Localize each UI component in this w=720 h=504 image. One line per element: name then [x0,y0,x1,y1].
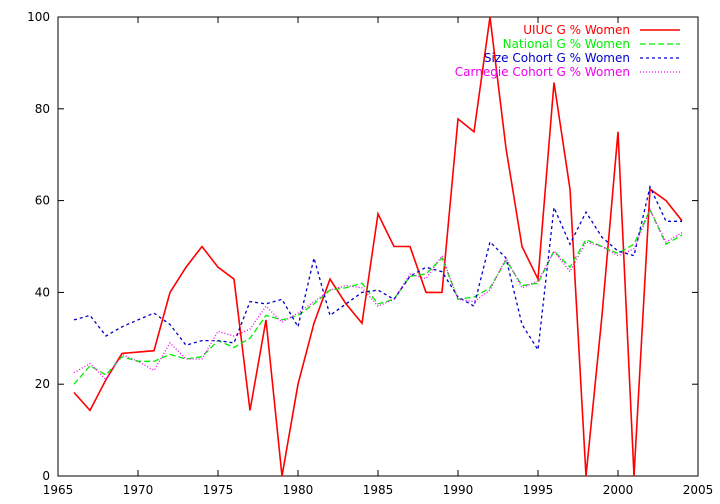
y-tick-label: 100 [27,10,50,24]
x-tick-label: 1965 [43,483,74,497]
x-tick-label: 1995 [523,483,554,497]
series-line-2 [73,208,683,385]
y-tick-label: 20 [35,377,50,391]
legend-label: Size Cohort G % Women [484,51,630,65]
x-tick-label: 1980 [283,483,314,497]
y-tick-label: 0 [42,469,50,483]
x-tick-label: 1970 [123,483,154,497]
series-line-1 [73,16,683,477]
axis-ticks [57,16,699,477]
legend-label: UIUC G % Women [523,23,630,37]
axis-tick-labels: 1965 1970 1975 1980 1985 1990 1995 2000 2005 0 20 4… [27,10,713,497]
x-tick-label: 2005 [683,483,714,497]
series-line-3 [73,184,682,352]
y-tick-label: 40 [35,285,50,299]
y-tick-label: 60 [35,194,50,208]
x-tick-label: 1975 [203,483,234,497]
series-line-4 [73,208,683,381]
x-tick-label: 2000 [603,483,634,497]
series-lines [73,16,683,477]
x-tick-label: 1990 [443,483,474,497]
legend-label: Carnegie Cohort G % Women [455,65,630,79]
legend-label: National G % Women [503,37,630,51]
x-tick-label: 1985 [363,483,394,497]
y-tick-label: 80 [35,102,50,116]
